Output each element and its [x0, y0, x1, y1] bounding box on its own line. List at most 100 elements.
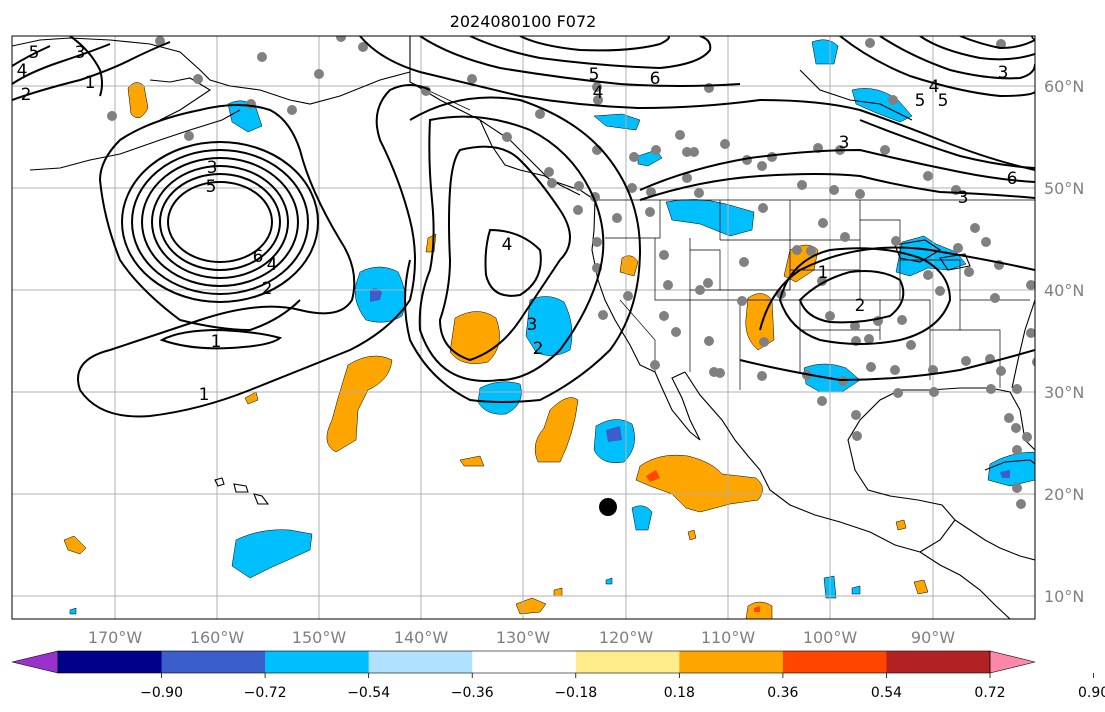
station-dot [806, 246, 816, 256]
station-dots [107, 36, 1035, 509]
colorbar-extend-min [11, 650, 59, 674]
station-dot [1011, 423, 1021, 433]
colorbar-segment [575, 651, 680, 673]
station-dot [964, 267, 974, 277]
contour-label: 2 [262, 279, 273, 299]
contour-label: 5 [915, 91, 926, 111]
station-dot [502, 132, 512, 142]
station-dot [598, 310, 608, 320]
contour-label: 6 [253, 247, 264, 267]
station-dot [1026, 328, 1035, 338]
station-dot [829, 185, 839, 195]
station-dot [757, 371, 767, 381]
station-dot [923, 270, 933, 280]
station-dot [184, 131, 194, 141]
contour-label: 5 [938, 91, 949, 111]
longitude-label: 110°W [701, 628, 756, 647]
station-dot [996, 366, 1006, 376]
latitude-label: 60°N [1044, 77, 1084, 96]
coastlines [12, 36, 1035, 619]
station-dot [1022, 432, 1032, 442]
colorbar-tick-label: 0.54 [871, 685, 902, 701]
station-dot [759, 337, 769, 347]
contour-label: 1 [199, 385, 210, 405]
station-dot [888, 95, 898, 105]
contour-label: 2 [21, 85, 32, 105]
longitude-label: 160°W [190, 628, 245, 647]
station-dot [767, 152, 777, 162]
station-dot [592, 82, 602, 92]
colorbar-segment [782, 651, 887, 673]
station-dot [155, 36, 165, 46]
contour-label: 4 [17, 61, 28, 81]
station-dot [923, 171, 933, 181]
station-dot [467, 74, 477, 84]
station-dot [694, 188, 704, 198]
colorbar-tick-label: −0.54 [347, 685, 390, 701]
station-dot [695, 285, 705, 295]
station-dot [891, 236, 901, 246]
figure-title: 2024080100 F072 [450, 12, 597, 31]
station-dot [897, 315, 907, 325]
station-dot [682, 147, 692, 157]
station-dot [906, 340, 916, 350]
station-dot [715, 368, 725, 378]
longitude-label: 90°W [911, 628, 955, 647]
contour-label: 1 [85, 73, 96, 93]
station-dot [935, 286, 945, 296]
colorbar-segment [368, 651, 473, 673]
station-dot [792, 245, 802, 255]
station-dot [953, 243, 963, 253]
station-dot [990, 293, 1000, 303]
contour-label: 3 [75, 43, 86, 63]
station-dot [961, 356, 971, 366]
colorbar-tick-label: 0.72 [974, 685, 1005, 701]
station-dot [852, 431, 862, 441]
contour-label: 6 [650, 69, 661, 89]
station-dot [928, 365, 938, 375]
station-dot [663, 280, 673, 290]
longitude-label: 100°W [803, 628, 858, 647]
contour-label: 3 [958, 188, 969, 208]
colorbar-tick-label: 0.90 [1078, 685, 1105, 701]
station-dot [1026, 280, 1035, 290]
station-dot [574, 181, 584, 191]
station-dot [659, 250, 669, 260]
station-dot [682, 173, 692, 183]
contours [12, 36, 1035, 418]
station-dot [981, 237, 991, 247]
colorbar-tick-label: −0.90 [140, 685, 183, 701]
contour-label: 3 [527, 315, 538, 335]
station-dot [593, 95, 603, 105]
longitude-label: 130°W [496, 628, 551, 647]
station-dot [929, 387, 939, 397]
station-dot [818, 218, 828, 228]
station-dot [797, 180, 807, 190]
station-dot [893, 388, 903, 398]
contour-label: 4 [267, 255, 278, 275]
station-dot [1016, 499, 1026, 509]
station-dot [535, 109, 545, 119]
station-dot [890, 365, 900, 375]
station-dot [627, 183, 637, 193]
colorbar-segment [265, 651, 370, 673]
longitude-labels: 170°W 160°W 150°W 140°W 130°W 120°W 110°W 100°W… [88, 628, 955, 647]
station-dot [547, 178, 557, 188]
contour-label: 6 [1007, 169, 1018, 189]
station-dot [737, 296, 747, 306]
contour-label: 3 [839, 133, 850, 153]
station-dot [838, 376, 848, 386]
colorbar-segment [886, 651, 991, 673]
station-dot [689, 147, 699, 157]
station-dot [817, 276, 827, 286]
colorbar-segment [472, 651, 577, 673]
marker-dot [599, 498, 617, 516]
station-dot [1032, 357, 1035, 367]
station-dot [623, 291, 633, 301]
contour-label: 3 [207, 158, 218, 178]
station-dot [825, 311, 835, 321]
station-dot [358, 42, 368, 52]
